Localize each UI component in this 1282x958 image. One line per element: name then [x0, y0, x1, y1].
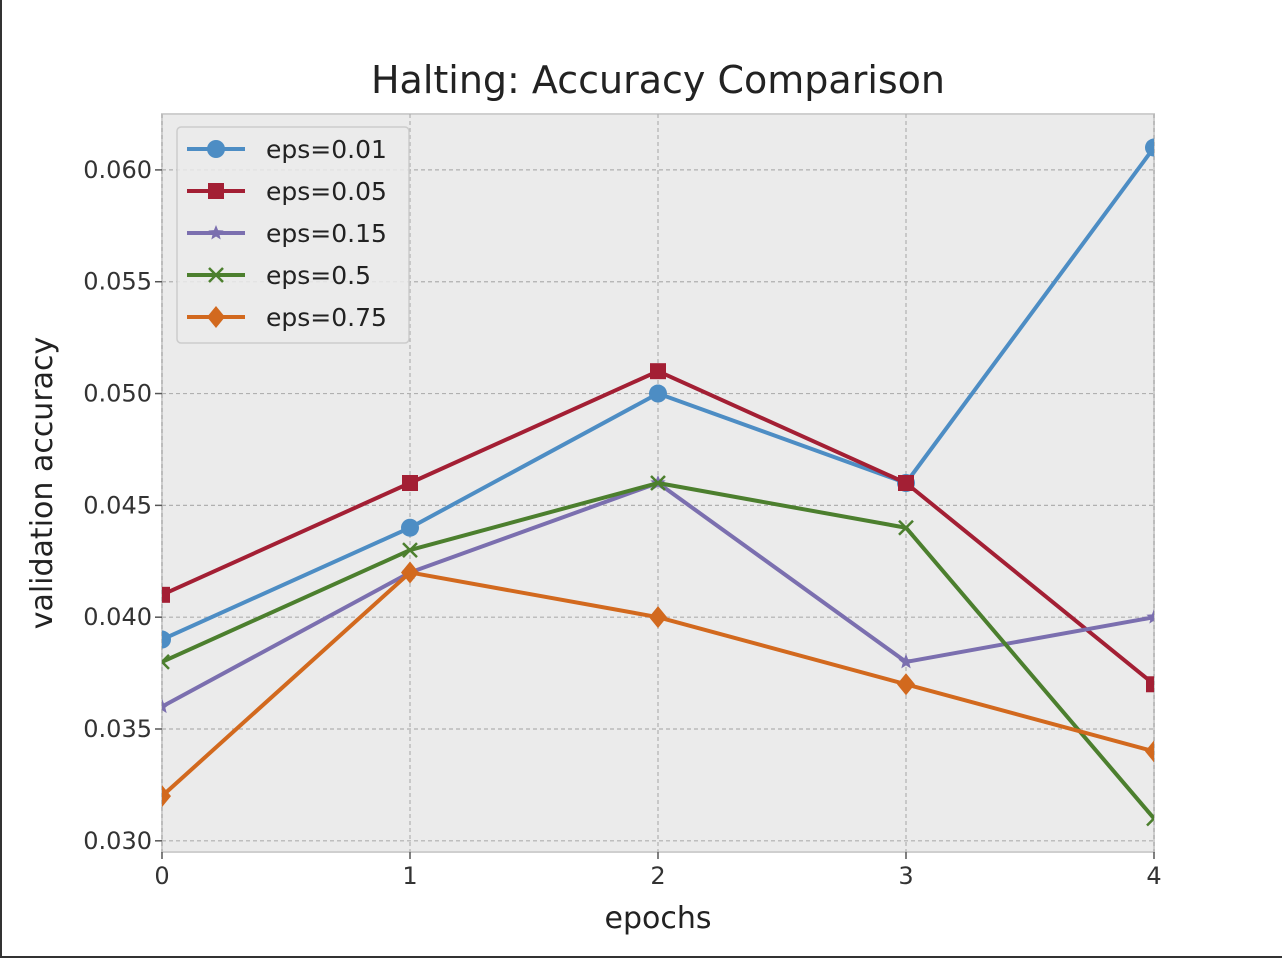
legend-marker [208, 267, 224, 283]
legend-item: eps=0.05 [187, 177, 387, 206]
axis-ticks: 0 1 2 3 4 0.030 0.035 0.040 0.045 0.050 0.055 0.060 [83, 156, 1161, 890]
data-point [898, 475, 914, 491]
data-point [650, 475, 666, 491]
legend-label: eps=0.05 [266, 177, 387, 206]
legend-label: eps=0.5 [266, 261, 371, 290]
data-point [162, 630, 171, 649]
data-point [897, 673, 915, 696]
y-tick-label: 0.030 [83, 827, 152, 855]
legend-marker [207, 306, 225, 328]
x-tick-label: 0 [154, 862, 169, 890]
legend: eps=0.01 eps=0.05 eps=0.15 eps=0.5 eps=0.75 [176, 126, 410, 344]
legend-box [176, 126, 410, 344]
chart-title: Halting: Accuracy Comparison [371, 58, 945, 102]
data-point [649, 606, 667, 629]
data-point [162, 698, 170, 714]
data-point [1146, 676, 1154, 693]
data-point [1145, 740, 1154, 763]
y-axis-label: validation accuracy [25, 337, 60, 630]
legend-marker [208, 183, 224, 199]
legend-item: eps=0.15 [187, 219, 387, 248]
legend-label: eps=0.75 [266, 303, 387, 332]
data-point [898, 519, 914, 536]
y-tick-label: 0.045 [83, 491, 152, 519]
series-layer [162, 138, 1154, 827]
series-eps=0.75 [162, 561, 1154, 808]
data-point [162, 654, 170, 670]
x-axis-label: epochs [605, 901, 712, 936]
y-tick-label: 0.050 [83, 380, 152, 408]
legend-item: eps=0.01 [187, 135, 387, 164]
data-point [401, 561, 419, 584]
legend-item: eps=0.5 [187, 261, 371, 290]
data-point [402, 542, 418, 558]
series-eps=0.05 [162, 363, 1154, 693]
x-tick-label: 3 [898, 862, 913, 890]
data-point [1146, 609, 1154, 624]
series-eps=0.5 [162, 475, 1154, 827]
legend-label: eps=0.01 [266, 135, 387, 164]
data-point [162, 785, 171, 808]
x-tick-label: 1 [402, 862, 417, 890]
data-point [650, 363, 666, 380]
y-tick-label: 0.055 [83, 268, 152, 296]
data-point [162, 586, 170, 603]
grid [161, 114, 1155, 852]
x-tick-label: 2 [650, 862, 665, 890]
data-point [401, 518, 419, 537]
data-point [649, 384, 667, 403]
y-tick-label: 0.040 [83, 603, 152, 631]
legend-marker [207, 140, 225, 158]
data-point [898, 653, 914, 669]
data-point [1145, 138, 1154, 157]
y-tick-label: 0.060 [83, 156, 152, 184]
legend-marker [208, 225, 224, 240]
x-tick-label: 4 [1146, 862, 1161, 890]
legend-label: eps=0.15 [266, 219, 387, 248]
legend-item: eps=0.75 [187, 303, 387, 332]
data-point [402, 475, 418, 491]
y-tick-label: 0.035 [83, 715, 152, 743]
data-point [1146, 810, 1154, 827]
